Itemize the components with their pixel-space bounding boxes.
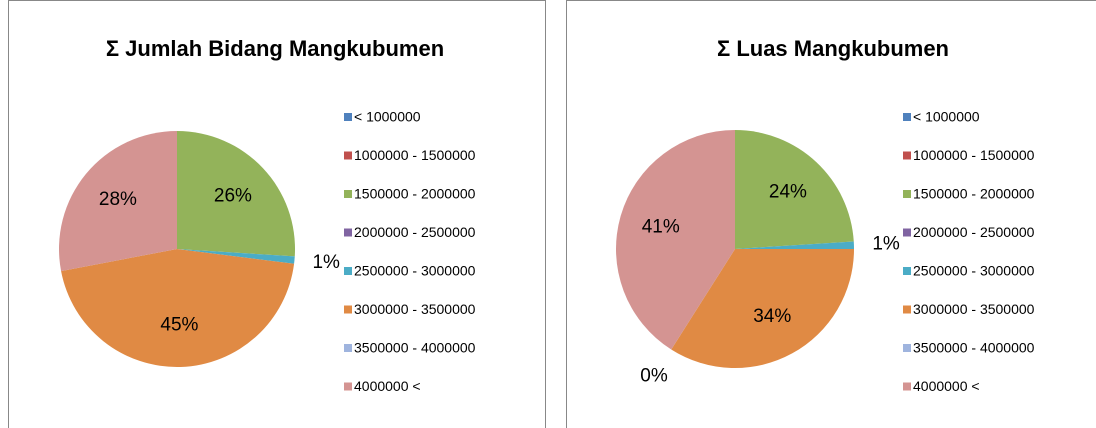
data-label: 41% [642, 216, 680, 237]
pie-slice [735, 241, 854, 249]
legend-swatch [344, 190, 352, 198]
data-label: 34% [753, 306, 791, 327]
pie-slice [177, 249, 295, 264]
chart-title: Σ Jumlah Bidang Mangkubumen [106, 36, 444, 61]
legend-swatch [344, 151, 352, 160]
legend-label: 2500000 - 3000000 [913, 263, 1035, 279]
legend-swatch [903, 305, 911, 314]
pie-slice [735, 130, 854, 249]
legend-swatch [344, 267, 352, 275]
legend-label: 1500000 - 2000000 [913, 186, 1035, 202]
legend-swatch [344, 305, 352, 314]
pie-slice [615, 130, 735, 350]
data-label: 24% [769, 182, 807, 203]
legend-label: 1000000 - 1500000 [354, 147, 476, 163]
data-label: 1% [872, 233, 900, 254]
legend-label: 3000000 - 3500000 [913, 301, 1035, 317]
legend-label: 1500000 - 2000000 [354, 186, 476, 202]
legend-swatch [903, 267, 911, 275]
legend-swatch [903, 228, 911, 237]
data-label: 26% [214, 186, 252, 207]
legend-label: 4000000 < [354, 378, 421, 394]
data-label: 1% [312, 252, 340, 273]
legend-swatch [903, 151, 911, 160]
data-label: 45% [160, 315, 198, 336]
legend-swatch [344, 382, 352, 391]
legend-swatch [903, 113, 911, 121]
legend-label: < 1000000 [913, 109, 980, 125]
legend-label: 4000000 < [913, 378, 980, 394]
legend-swatch [344, 113, 352, 121]
pie-slice [61, 249, 295, 367]
data-label: 28% [99, 189, 137, 210]
legend-label: 2500000 - 3000000 [354, 263, 476, 279]
legend-label: 3000000 - 3500000 [354, 301, 476, 317]
legend-swatch [344, 344, 352, 352]
legend-swatch [344, 228, 352, 237]
legend-swatch [903, 190, 911, 198]
legend-swatch [903, 382, 911, 391]
legend-label: 1000000 - 1500000 [913, 147, 1035, 163]
legend-label: 2000000 - 2500000 [354, 224, 476, 240]
legend-label: 3500000 - 4000000 [354, 340, 476, 356]
pie-slice [58, 131, 177, 272]
pie-slice [671, 249, 854, 369]
legend-label: < 1000000 [354, 109, 421, 125]
pie-slice [177, 131, 295, 257]
legend-label: 3500000 - 4000000 [913, 340, 1035, 356]
legend-swatch [903, 344, 911, 352]
data-label: 0% [640, 366, 668, 387]
legend-label: 2000000 - 2500000 [913, 224, 1035, 240]
chart-title: Σ Luas Mangkubumen [717, 36, 949, 61]
